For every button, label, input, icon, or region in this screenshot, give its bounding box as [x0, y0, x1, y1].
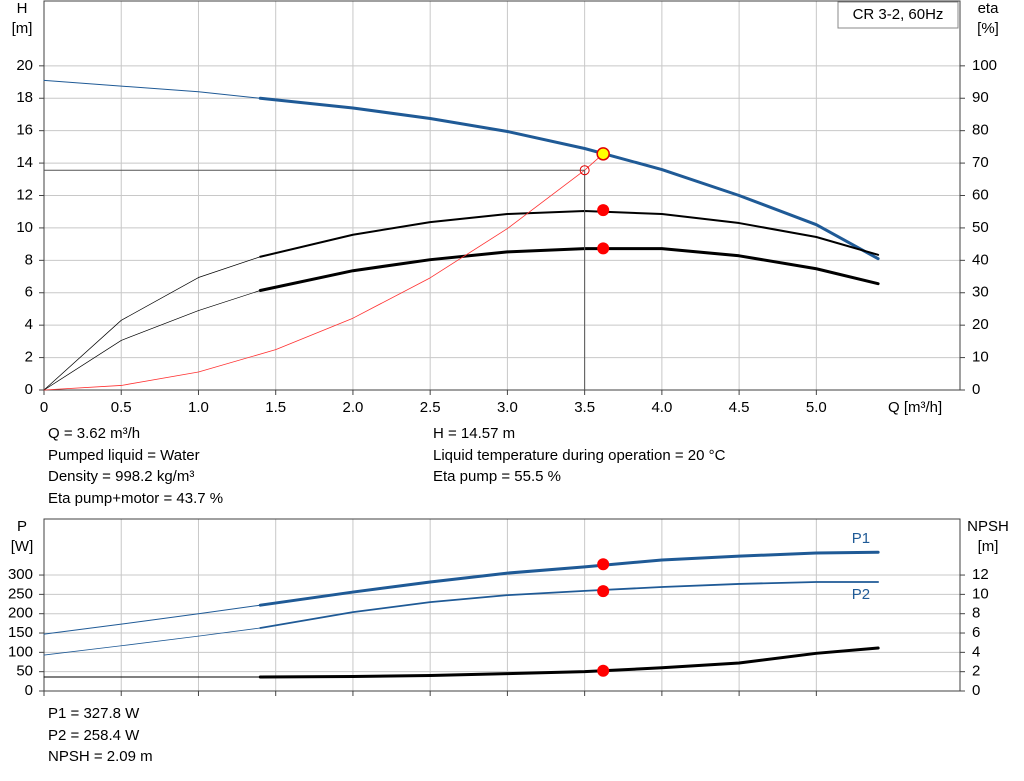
y2-axis-label: [m] [978, 538, 999, 555]
x-tick-label: 2.5 [420, 399, 441, 416]
point [597, 558, 610, 571]
curve [258, 96, 880, 261]
series-label: P1 [852, 530, 870, 547]
y-tick-label: 0 [25, 682, 33, 699]
y2-tick-label: 2 [972, 663, 980, 680]
info: Pumped liquid = Water [48, 446, 200, 464]
y2-axis-label: eta [978, 0, 1000, 17]
info-column: P1 = 327.8 W P2 = 258.4 W NPSH = 2.09 m [48, 703, 153, 768]
y-tick-label: 18 [16, 89, 33, 106]
y-axis-label: [W] [11, 538, 34, 555]
x-axis-label: Q [m³/h] [888, 399, 942, 416]
curve [43, 79, 261, 99]
x-tick-label: 2.0 [343, 399, 364, 416]
y-tick-label: 300 [8, 566, 33, 583]
series-label: P2 [852, 586, 870, 603]
y-tick-label: 0 [25, 381, 33, 398]
y-tick-label: 20 [16, 57, 33, 74]
y-tick-label: 2 [25, 349, 33, 366]
y-tick-label: 6 [25, 284, 33, 301]
info: Density = 998.2 kg/m³ [48, 468, 195, 485]
point [597, 664, 610, 677]
y2-tick-label: 30 [972, 284, 989, 301]
y-tick-label: 150 [8, 624, 33, 641]
info-column: H = 14.57 m Liquid temperature during op… [433, 423, 725, 488]
x-tick-label: 5.0 [806, 399, 827, 416]
info: Q = 3.62 m³/h [48, 425, 141, 442]
y2-tick-label: 10 [972, 349, 989, 366]
y2-tick-label: 8 [972, 605, 980, 622]
x-tick-label: 0.5 [111, 399, 132, 416]
info: Liquid temperature during operation = 20… [433, 446, 726, 464]
y2-tick-label: 0 [972, 381, 980, 398]
y2-tick-label: 10 [972, 585, 989, 602]
y2-tick-label: 100 [972, 57, 997, 74]
y2-tick-label: 0 [972, 682, 980, 699]
x-tick-label: 4.5 [729, 399, 750, 416]
y-axis-label: [m] [12, 20, 33, 37]
y-tick-label: 4 [25, 316, 33, 333]
y-tick-label: 50 [16, 663, 33, 680]
curve [43, 256, 261, 391]
info-column: Q = 3.62 m³/h Pumped liquid = Water Dens… [48, 423, 223, 509]
y2-tick-label: 6 [972, 624, 980, 641]
point [597, 585, 610, 598]
plot-frame [43, 0, 961, 391]
y-tick-label: 10 [16, 219, 33, 236]
curve [43, 604, 261, 635]
x-tick-label: 3.0 [497, 399, 518, 416]
curve [43, 290, 261, 391]
x-tick-label: 4.0 [651, 399, 672, 416]
info: P1 = 327.8 W [48, 705, 140, 722]
point [597, 204, 610, 217]
info: P2 = 258.4 W [48, 726, 140, 744]
info: NPSH = 2.09 m [48, 748, 153, 765]
x-tick-label: 1.0 [188, 399, 209, 416]
y2-tick-label: 4 [972, 643, 980, 660]
y-axis-label: H [17, 0, 28, 17]
y2-tick-label: 60 [972, 186, 989, 203]
curve [43, 627, 261, 656]
y2-axis-label: [%] [977, 20, 999, 37]
info: H = 14.57 m [433, 425, 516, 442]
curve [258, 550, 880, 607]
info: Eta pump = 55.5 % [433, 468, 561, 485]
curve [258, 646, 880, 679]
y-tick-label: 14 [16, 154, 33, 171]
curve [43, 153, 604, 391]
title-box [837, 1, 959, 29]
point [579, 165, 590, 176]
x-tick-label: 1.5 [265, 399, 286, 416]
point [596, 147, 610, 161]
curve [259, 581, 880, 629]
y-tick-label: 12 [16, 186, 33, 203]
y-tick-label: 200 [8, 605, 33, 622]
y2-tick-label: 20 [972, 316, 989, 333]
y2-tick-label: 12 [972, 566, 989, 583]
y-axis-label: P [17, 518, 27, 535]
y-tick-label: 100 [8, 643, 33, 660]
y2-tick-label: 50 [972, 219, 989, 236]
plot-frame [43, 518, 961, 692]
y2-axis-label: NPSH [967, 518, 1009, 535]
x-tick-label: 3.5 [574, 399, 595, 416]
y2-tick-label: 80 [972, 122, 989, 139]
x-tick-label: 0 [40, 399, 48, 416]
info: Eta pump+motor = 43.7 % [48, 489, 224, 507]
chart-title: CR 3-2, 60Hz [853, 6, 944, 23]
y-tick-label: 250 [8, 585, 33, 602]
y-tick-label: 16 [16, 122, 33, 139]
y2-tick-label: 70 [972, 154, 989, 171]
y2-tick-label: 40 [972, 251, 989, 268]
y2-tick-label: 90 [972, 89, 989, 106]
y-tick-label: 8 [25, 251, 33, 268]
point [597, 242, 610, 255]
